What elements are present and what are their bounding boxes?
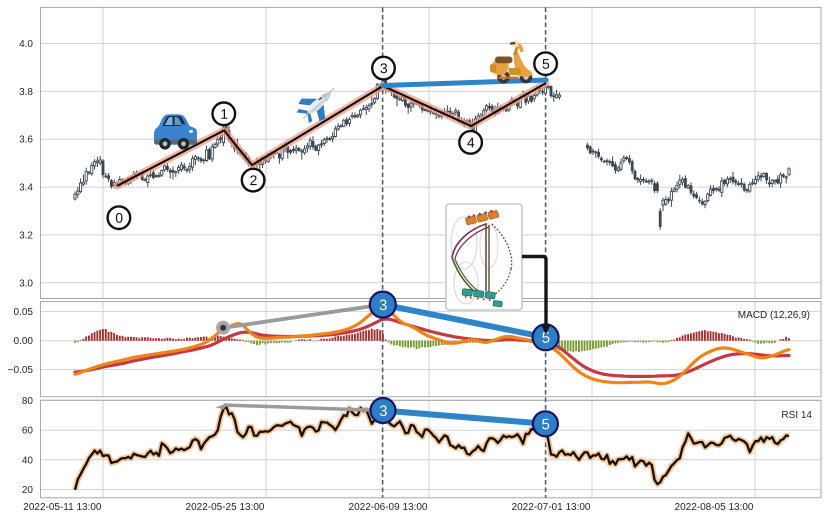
svg-text:−0.05: −0.05 bbox=[8, 365, 34, 376]
svg-text:40: 40 bbox=[22, 455, 34, 466]
svg-text:20: 20 bbox=[22, 485, 34, 496]
svg-text:3.8: 3.8 bbox=[19, 87, 33, 98]
svg-text:0.05: 0.05 bbox=[14, 307, 34, 318]
svg-text:2022-05-11 13:00: 2022-05-11 13:00 bbox=[23, 502, 102, 513]
svg-text:2022-05-25 13:00: 2022-05-25 13:00 bbox=[186, 502, 265, 513]
svg-text:2022-06-09 13:00: 2022-06-09 13:00 bbox=[349, 502, 428, 513]
svg-text:3.4: 3.4 bbox=[19, 183, 33, 194]
svg-text:0.00: 0.00 bbox=[14, 336, 34, 347]
svg-text:2022-07-01 13:00: 2022-07-01 13:00 bbox=[512, 502, 591, 513]
svg-text:RSI 14: RSI 14 bbox=[781, 410, 812, 421]
svg-text:2022-08-05 13:00: 2022-08-05 13:00 bbox=[675, 502, 754, 513]
svg-text:3.6: 3.6 bbox=[19, 135, 33, 146]
svg-text:MACD (12,26,9): MACD (12,26,9) bbox=[738, 310, 810, 321]
svg-text:4.0: 4.0 bbox=[19, 39, 33, 50]
svg-text:3.0: 3.0 bbox=[19, 278, 33, 289]
svg-text:60: 60 bbox=[22, 426, 34, 437]
svg-text:3.2: 3.2 bbox=[19, 230, 33, 241]
svg-text:80: 80 bbox=[22, 396, 34, 407]
